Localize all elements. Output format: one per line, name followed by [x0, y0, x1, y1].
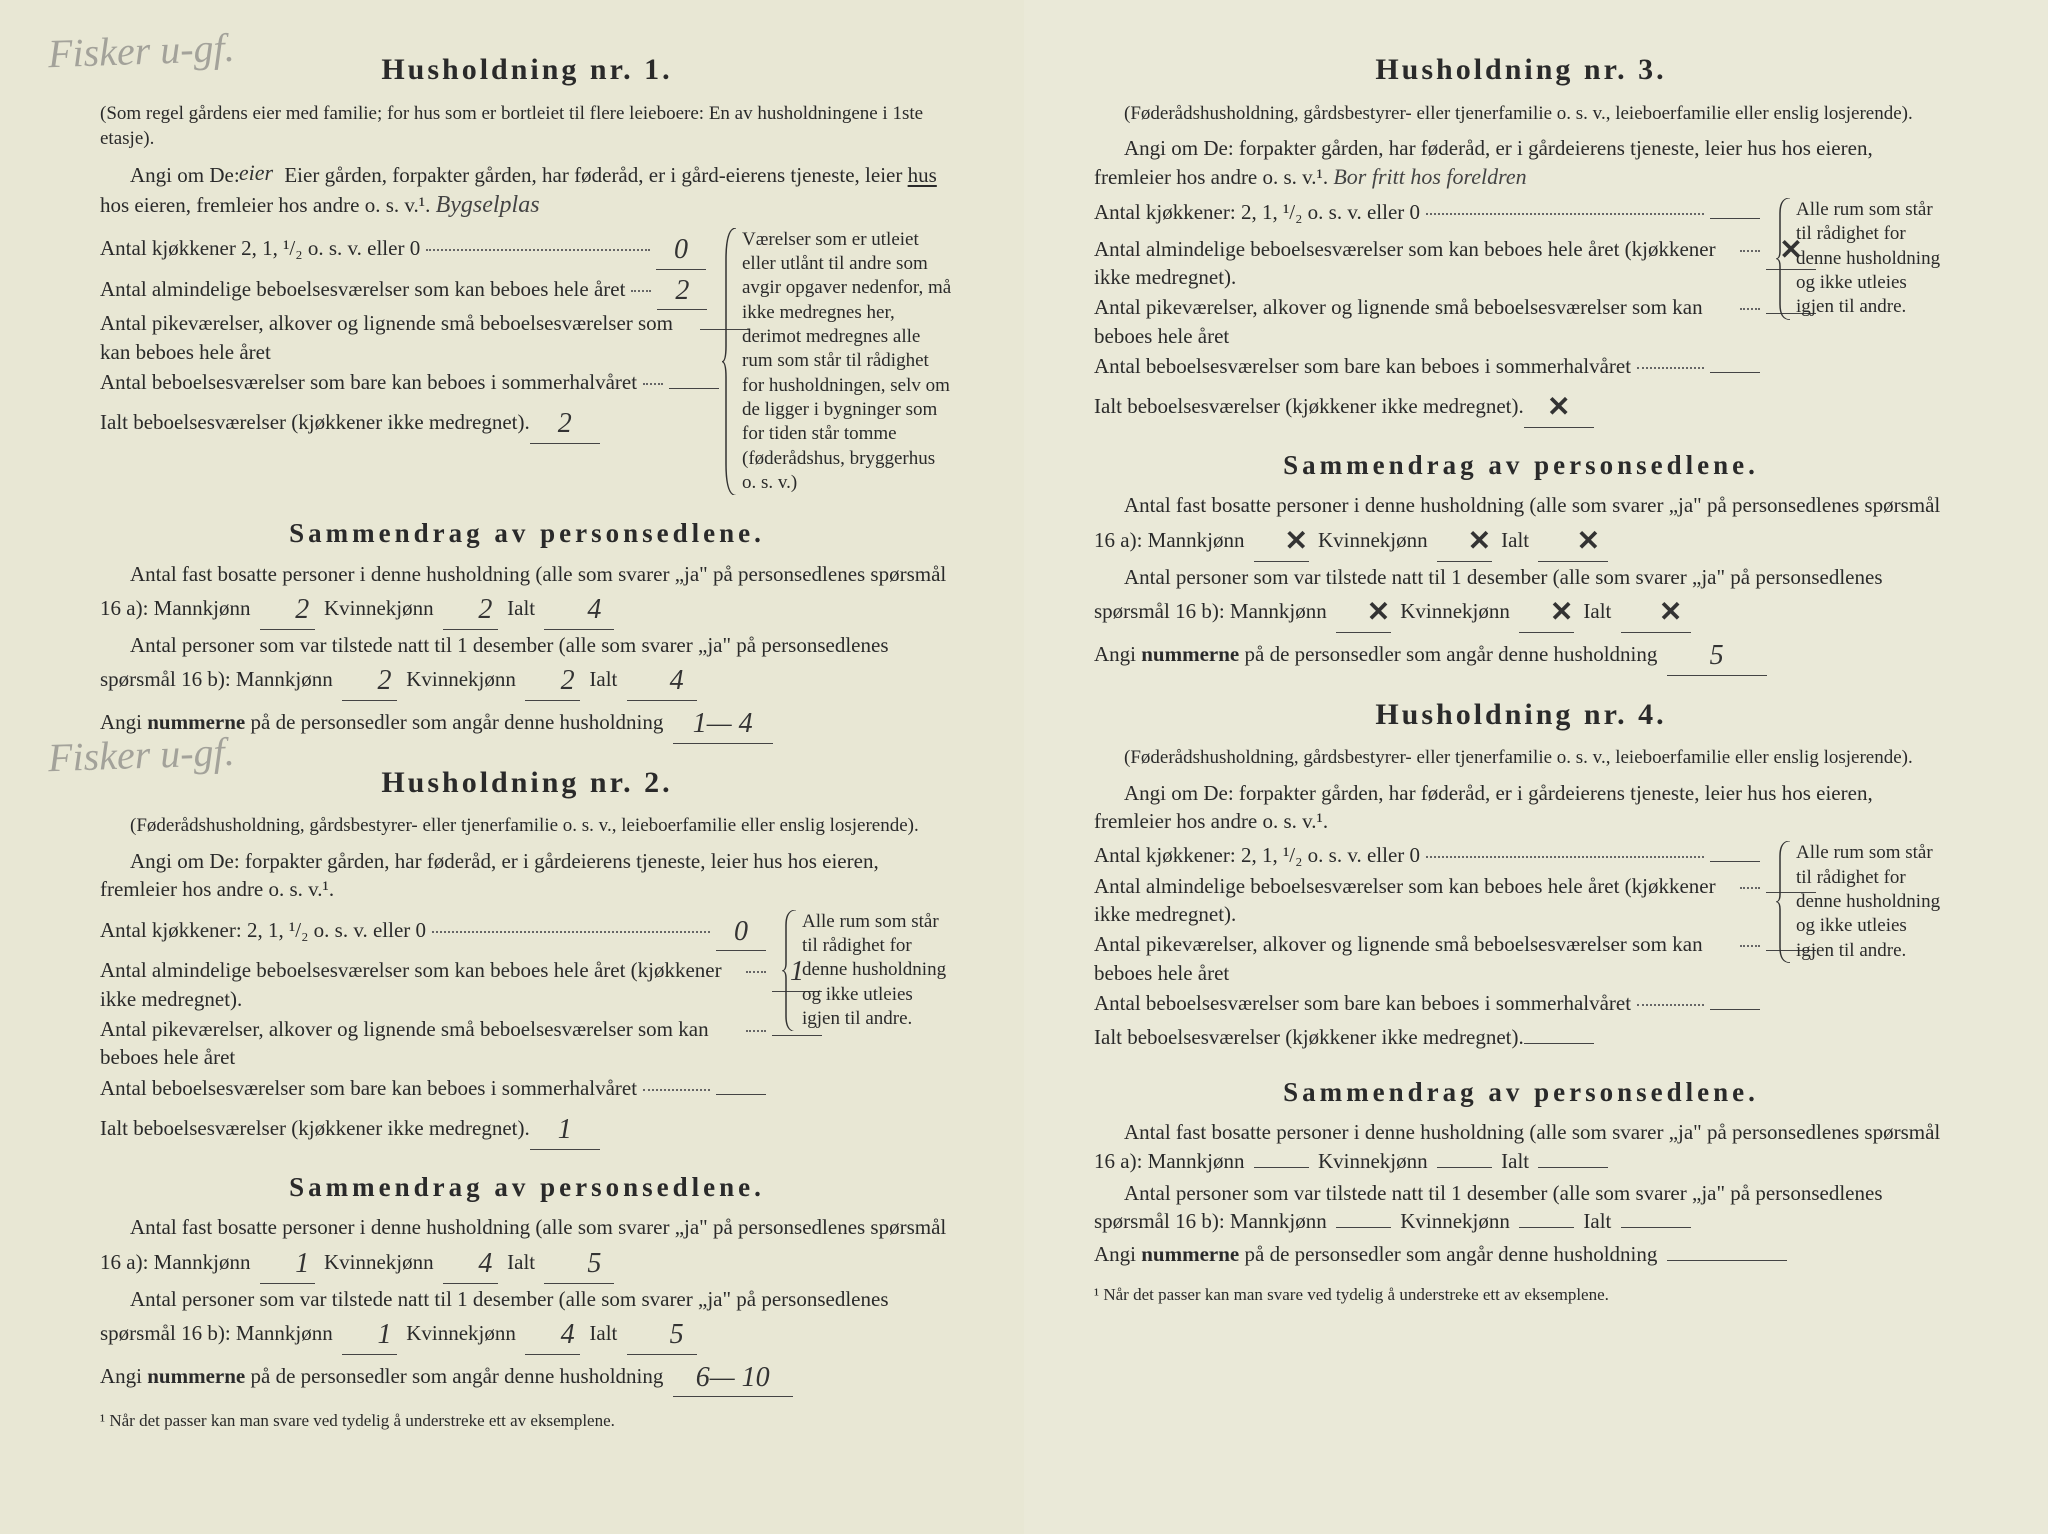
h1-rooms-block: Antal kjøkkener 2, 1, ¹/₂ o. s. v. eller… [100, 228, 954, 495]
h1-s1: Antal fast bosatte personer i denne hush… [100, 560, 954, 627]
h1-angi-hand: eier [239, 160, 273, 185]
h1-q4: Antal beboelsesværelser som bare kan beb… [100, 368, 706, 396]
h2-total-val: 1 [530, 1111, 600, 1150]
h3-rooms-block: Antal kjøkkener: 2, 1, ¹/₂ o. s. v. elle… [1094, 198, 1948, 427]
h4-summary-title: Sammendrag av personsedlene. [1094, 1074, 1948, 1110]
h2-side-note: Alle rum som står til rådighet for denne… [784, 910, 954, 1032]
h4-s1: Antal fast bosatte personer i denne hush… [1094, 1118, 1948, 1175]
h2-footnote: ¹ Når det passer kan man svare ved tydel… [100, 1410, 954, 1433]
left-page: Fisker u-gf. Husholdning nr. 1. (Som reg… [0, 0, 1024, 1534]
h3-side-note: Alle rum som står til rådighet for denne… [1778, 198, 1948, 320]
h1-intro: (Som regel gårdens eier med familie; for… [100, 101, 954, 152]
pencil-annotation-top: Fisker u-gf. [47, 21, 235, 81]
pencil-annotation-mid: Fisker u-gf. [47, 725, 235, 785]
h3-s2: Antal personer som var tilstede natt til… [1094, 563, 1948, 630]
brace-icon [1776, 841, 1792, 963]
h2-s2: Antal personer som var tilstede natt til… [100, 1285, 954, 1352]
h4-num: Angi nummerne på de personsedler som ang… [1094, 1240, 1948, 1268]
h3-angi-hand: Bor fritt hos foreldren [1333, 164, 1526, 189]
h4-title: Husholdning nr. 4. [1094, 695, 1948, 736]
h2-s1: Antal fast bosatte personer i denne hush… [100, 1213, 954, 1280]
h1-q3: Antal pikeværelser, alkover og lignende … [100, 309, 706, 366]
h3-s1: Antal fast bosatte personer i denne hush… [1094, 491, 1948, 558]
brace-icon [722, 228, 738, 495]
h1-total: Ialt beboelsesværelser (kjøkkener ikke m… [100, 402, 706, 441]
h1-q4-val [669, 388, 719, 389]
h1-angi: Angi om De: eier Eier gården, forpakter … [100, 160, 954, 222]
brace-icon [782, 910, 798, 1032]
h3-intro: (Føderådshusholdning, gårdsbestyrer- ell… [1094, 101, 1948, 127]
h4-s2: Antal personer som var tilstede natt til… [1094, 1179, 1948, 1236]
h3-total-val: ✕ [1524, 389, 1594, 428]
h1-q2: Antal almindelige beboelsesværelser som … [100, 269, 706, 308]
h2-angi: Angi om De: forpakter gården, har føderå… [100, 847, 954, 904]
h1-summary-title: Sammendrag av personsedlene. [100, 515, 954, 551]
h3-angi: Angi om De: forpakter gården, har føderå… [1094, 134, 1948, 192]
household-3: Husholdning nr. 3. (Føderådshusholdning,… [1094, 50, 1948, 673]
h4-intro: (Føderådshusholdning, gårdsbestyrer- ell… [1094, 745, 1948, 771]
h2-intro: (Føderådshusholdning, gårdsbestyrer- ell… [100, 813, 954, 839]
household-1: Husholdning nr. 1. (Som regel gårdens ei… [100, 50, 954, 741]
h4-side-note: Alle rum som står til rådighet for denne… [1778, 841, 1948, 963]
h4-rooms-block: Antal kjøkkener: 2, 1, ¹/₂ o. s. v. elle… [1094, 841, 1948, 1053]
page-spread: Fisker u-gf. Husholdning nr. 1. (Som reg… [0, 0, 2048, 1534]
h1-q2-val: 2 [657, 272, 707, 311]
h4-angi: Angi om De: forpakter gården, har føderå… [1094, 779, 1948, 836]
household-4: Husholdning nr. 4. (Føderådshusholdning,… [1094, 695, 1948, 1307]
h4-footnote: ¹ Når det passer kan man svare ved tydel… [1094, 1284, 1948, 1307]
h1-side-note: Værelser som er utleiet eller utlånt til… [724, 228, 954, 495]
h3-num: Angi nummerne på de personsedler som ang… [1094, 634, 1948, 673]
h1-angi-after: Bygselplas [436, 192, 540, 218]
h1-q1: Antal kjøkkener 2, 1, ¹/₂ o. s. v. eller… [100, 228, 706, 267]
h2-q1-val: 0 [716, 913, 766, 952]
h1-s2: Antal personer som var tilstede natt til… [100, 631, 954, 698]
h2-summary-title: Sammendrag av personsedlene. [100, 1169, 954, 1205]
h3-summary-title: Sammendrag av personsedlene. [1094, 447, 1948, 483]
right-page: Husholdning nr. 3. (Føderådshusholdning,… [1024, 0, 2048, 1534]
h1-q1-val: 0 [656, 231, 706, 270]
h1-total-val: 2 [530, 405, 600, 444]
brace-icon [1776, 198, 1792, 320]
h2-num: Angi nummerne på de personsedler som ang… [100, 1356, 954, 1395]
h2-rooms-block: Antal kjøkkener: 2, 1, ¹/₂ o. s. v. elle… [100, 910, 954, 1149]
h3-title: Husholdning nr. 3. [1094, 50, 1948, 91]
household-2: Husholdning nr. 2. (Føderådshusholdning,… [100, 763, 954, 1434]
